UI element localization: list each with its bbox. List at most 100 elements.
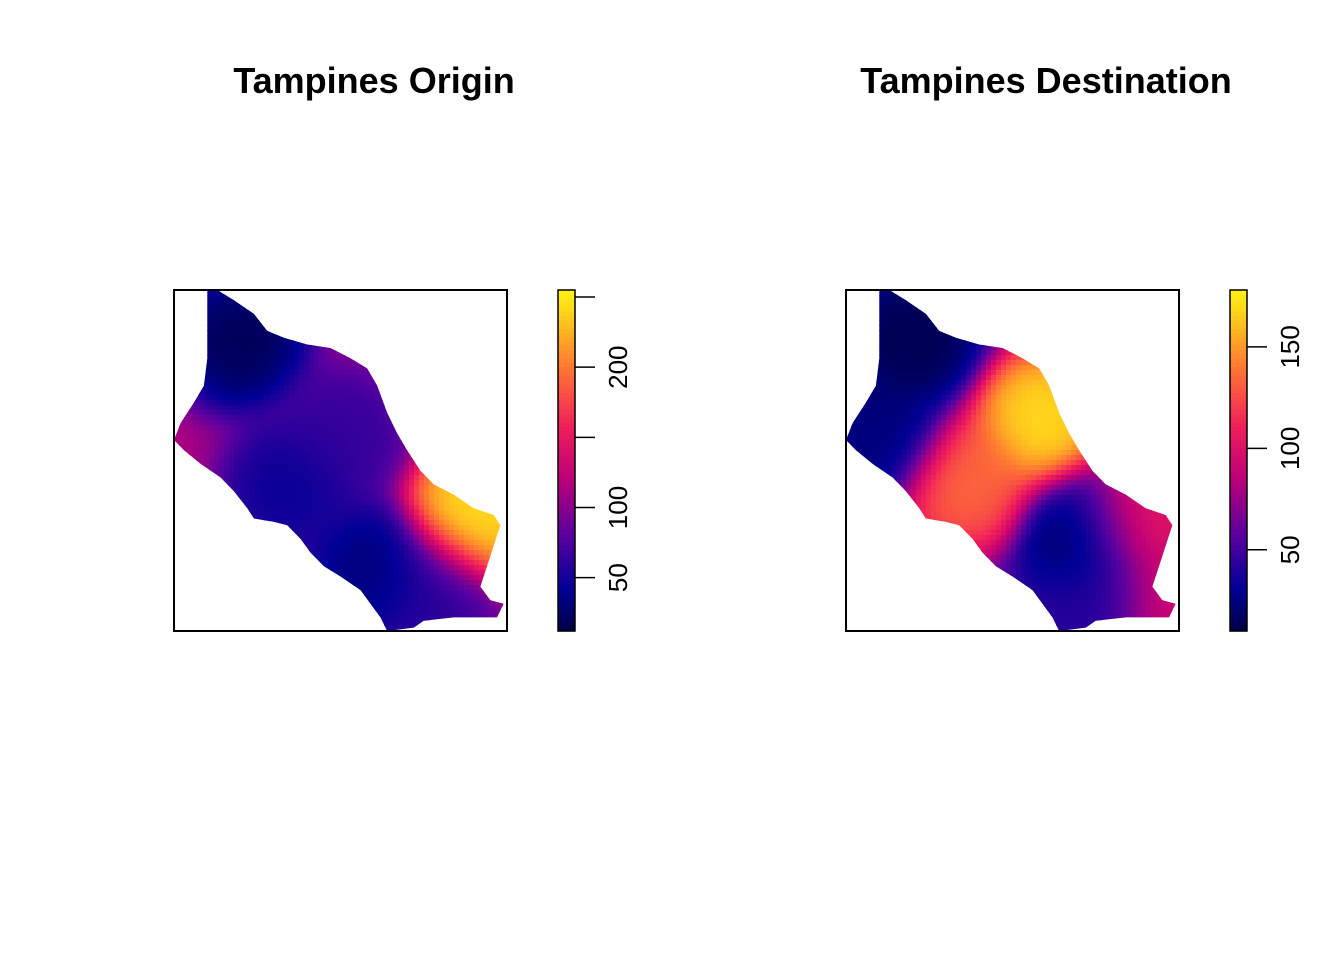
heat-cell bbox=[219, 570, 225, 576]
heat-cell bbox=[279, 395, 285, 401]
heat-cell bbox=[374, 360, 380, 366]
heat-cell bbox=[374, 475, 380, 481]
heat-cell bbox=[324, 625, 330, 631]
heat-cell bbox=[319, 370, 325, 376]
heat-cell bbox=[499, 605, 504, 611]
heat-cell bbox=[204, 395, 210, 401]
heat-cell bbox=[244, 330, 250, 336]
heat-cell bbox=[229, 600, 235, 606]
heat-cell bbox=[474, 545, 480, 551]
heat-cell bbox=[214, 425, 220, 431]
heat-cell bbox=[319, 340, 325, 346]
heat-cell bbox=[444, 450, 450, 456]
heat-cell bbox=[254, 560, 260, 566]
heat-cell bbox=[374, 490, 380, 496]
heat-cell bbox=[339, 330, 345, 336]
heat-cell bbox=[274, 535, 280, 541]
heat-cell bbox=[274, 405, 280, 411]
heat-cell bbox=[314, 520, 320, 526]
heat-cell bbox=[389, 585, 395, 591]
heat-cell bbox=[454, 475, 460, 481]
heat-cell bbox=[434, 385, 440, 391]
heat-cell bbox=[254, 400, 260, 406]
heat-cell bbox=[479, 500, 485, 506]
heat-cell bbox=[394, 385, 400, 391]
heat-cell bbox=[374, 435, 380, 441]
heat-cell bbox=[334, 485, 340, 491]
heat-cell bbox=[264, 405, 270, 411]
heat-cell bbox=[309, 620, 315, 626]
heat-cell bbox=[179, 390, 185, 396]
colorbar-segment bbox=[558, 550, 575, 555]
heat-cell bbox=[429, 375, 435, 381]
heat-cell bbox=[354, 605, 360, 611]
heat-cell bbox=[434, 505, 440, 511]
heat-cell bbox=[189, 515, 195, 521]
heat-cell bbox=[224, 445, 230, 451]
heat-cell bbox=[299, 560, 305, 566]
heat-cell bbox=[299, 550, 305, 556]
heat-cell bbox=[274, 625, 280, 631]
heat-cell bbox=[489, 365, 495, 371]
heat-cell bbox=[384, 420, 390, 426]
heat-cell bbox=[314, 330, 320, 336]
heat-cell bbox=[374, 330, 380, 336]
heat-cell bbox=[354, 300, 360, 306]
heat-cell bbox=[394, 350, 400, 356]
heat-cell bbox=[344, 415, 350, 421]
heat-cell bbox=[329, 470, 335, 476]
heat-cell bbox=[354, 345, 360, 351]
heat-cell bbox=[184, 610, 190, 616]
heat-cell bbox=[494, 400, 500, 406]
heat-cell bbox=[484, 555, 490, 561]
heat-cell bbox=[334, 435, 340, 441]
heat-cell bbox=[209, 445, 215, 451]
heat-cell bbox=[404, 425, 410, 431]
heat-cell bbox=[404, 565, 410, 571]
heat-cell bbox=[399, 535, 405, 541]
heat-cell bbox=[489, 395, 495, 401]
heat-cell bbox=[329, 345, 335, 351]
heat-cell bbox=[349, 350, 355, 356]
heat-cell bbox=[424, 365, 430, 371]
heat-cell bbox=[294, 305, 300, 311]
heat-cell bbox=[881, 310, 887, 316]
heat-cell bbox=[289, 545, 295, 551]
heat-cell bbox=[369, 460, 375, 466]
heat-cell bbox=[429, 330, 435, 336]
heat-cell bbox=[309, 490, 315, 496]
heat-cell bbox=[374, 300, 380, 306]
heat-cell bbox=[189, 520, 195, 526]
heat-cell bbox=[399, 620, 405, 626]
heat-cell bbox=[379, 425, 385, 431]
heat-cell bbox=[424, 345, 430, 351]
heat-cell bbox=[479, 485, 485, 491]
heat-cell bbox=[429, 490, 435, 496]
heat-cell bbox=[229, 585, 235, 591]
heat-cell bbox=[444, 615, 450, 621]
heat-cell bbox=[339, 440, 345, 446]
heat-cell bbox=[379, 620, 385, 626]
heat-cell bbox=[474, 525, 480, 531]
heat-cell bbox=[239, 310, 245, 316]
heat-cell bbox=[309, 310, 315, 316]
colorbar-segment bbox=[558, 554, 575, 560]
heat-cell bbox=[359, 530, 365, 536]
heat-cell bbox=[249, 405, 255, 411]
heat-cell bbox=[379, 375, 385, 381]
heat-cell bbox=[319, 575, 325, 581]
heat-cell bbox=[359, 465, 365, 471]
heat-cell bbox=[219, 475, 225, 481]
heat-cell bbox=[389, 505, 395, 511]
heat-cell bbox=[389, 415, 395, 421]
heat-cell bbox=[354, 525, 360, 531]
heat-cell bbox=[189, 620, 195, 626]
heat-cell bbox=[294, 470, 300, 476]
heat-cell bbox=[389, 435, 395, 441]
heat-cell bbox=[454, 510, 460, 516]
heat-cell bbox=[214, 480, 220, 486]
heat-cell bbox=[369, 565, 375, 571]
heat-cell bbox=[189, 440, 195, 446]
heat-cell bbox=[309, 480, 315, 486]
heat-cell bbox=[269, 535, 275, 541]
